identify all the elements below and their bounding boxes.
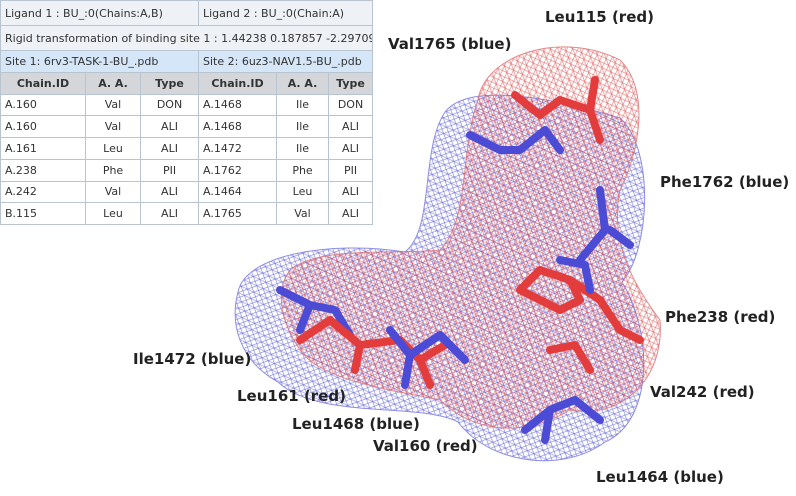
table-cell: Phe — [85, 158, 141, 182]
blue-stick — [386, 326, 604, 444]
residue-label: Leu1468 (blue) — [292, 415, 420, 433]
table-cell: A.1762 — [198, 158, 277, 182]
table-cell: A.1765 — [198, 202, 277, 225]
table-cell: Ile — [276, 93, 329, 117]
table-cell: Leu — [276, 180, 329, 204]
table-cell: ALI — [140, 115, 199, 138]
table-row: A.160 Val ALI A.1468 Ile ALI — [0, 115, 373, 138]
table-cell: A.238 — [0, 158, 86, 182]
table-cell: Leu — [85, 137, 141, 160]
residue-label: Leu1464 (blue) — [596, 468, 724, 486]
table-cell: B.115 — [0, 202, 86, 225]
residue-label: Leu161 (red) — [237, 387, 346, 405]
blue-stick — [466, 126, 634, 264]
red-stick — [296, 316, 449, 389]
residue-label: Phe1762 (blue) — [660, 173, 790, 191]
table-cell: Ile — [276, 115, 329, 138]
table-row: A.161 Leu ALI A.1472 Ile ALI — [0, 137, 373, 160]
residue-label: Val160 (red) — [373, 437, 478, 455]
table-cell: Phe — [276, 158, 329, 182]
table-cell: ALI — [140, 137, 199, 160]
alignment-table: Ligand 1 : BU_:0(Chains:A,B) Ligand 2 : B… — [0, 0, 373, 225]
site-2: Site 2: 6uz3-NAV1.5-BU_.pdb — [198, 50, 373, 73]
column-header: Chain.ID — [198, 71, 277, 95]
column-header: Type — [140, 71, 199, 95]
red-stick — [516, 266, 644, 374]
table-row: A.242 Val ALI A.1464 Leu ALI — [0, 180, 373, 204]
table-cell: ALI — [328, 180, 373, 204]
residue-label: Leu115 (red) — [545, 8, 654, 26]
table-cell: A.160 — [0, 93, 86, 117]
column-header: Type — [328, 71, 373, 95]
transformation: Rigid transformation of binding site 1 :… — [0, 25, 373, 51]
column-header: A. A. — [85, 71, 141, 95]
site-1: Site 1: 6rv3-TASK-1-BU_.pdb — [0, 50, 199, 73]
table-cell: A.1472 — [198, 137, 277, 160]
table-cell: A.242 — [0, 180, 86, 204]
table-cell: Leu — [85, 202, 141, 225]
table-row: A.238 Phe PII A.1762 Phe PII — [0, 158, 373, 182]
table-cell: DON — [328, 93, 373, 117]
blue-stick — [276, 256, 594, 339]
table-cell: Val — [85, 115, 141, 138]
table-cell: ALI — [140, 180, 199, 204]
table-cell: ALI — [328, 115, 373, 138]
table-cell: DON — [140, 93, 199, 117]
red-stick — [511, 76, 604, 144]
column-header: A. A. — [276, 71, 329, 95]
table-row: B.115 Leu ALI A.1765 Val ALI — [0, 202, 373, 225]
table-cell: Val — [85, 93, 141, 117]
table-cell: Val — [85, 180, 141, 204]
residue-label: Val1765 (blue) — [388, 35, 512, 53]
table-cell: ALI — [140, 202, 199, 225]
table-cell: PII — [140, 158, 199, 182]
red-mesh — [280, 46, 661, 429]
sticks — [276, 76, 644, 444]
table-cell: A.1464 — [198, 180, 277, 204]
table-cell: ALI — [328, 137, 373, 160]
residue-label: Ile1472 (blue) — [133, 350, 252, 368]
table-cell: PII — [328, 158, 373, 182]
table-cell: A.1468 — [198, 93, 277, 117]
table-cell: Ile — [276, 137, 329, 160]
residue-label: Phe238 (red) — [665, 308, 776, 326]
column-header: Chain.ID — [0, 71, 86, 95]
table-cell: A.1468 — [198, 115, 277, 138]
ligand-2: Ligand 2 : BU_:0(Chain:A) — [198, 0, 373, 26]
table-cell: A.160 — [0, 115, 86, 138]
table-cell: Val — [276, 202, 329, 225]
residue-label: Val242 (red) — [650, 383, 755, 401]
table-cell: A.161 — [0, 137, 86, 160]
table-cell: ALI — [328, 202, 373, 225]
table-row: A.160 Val DON A.1468 Ile DON — [0, 93, 373, 117]
ligand-1: Ligand 1 : BU_:0(Chains:A,B) — [0, 0, 199, 26]
